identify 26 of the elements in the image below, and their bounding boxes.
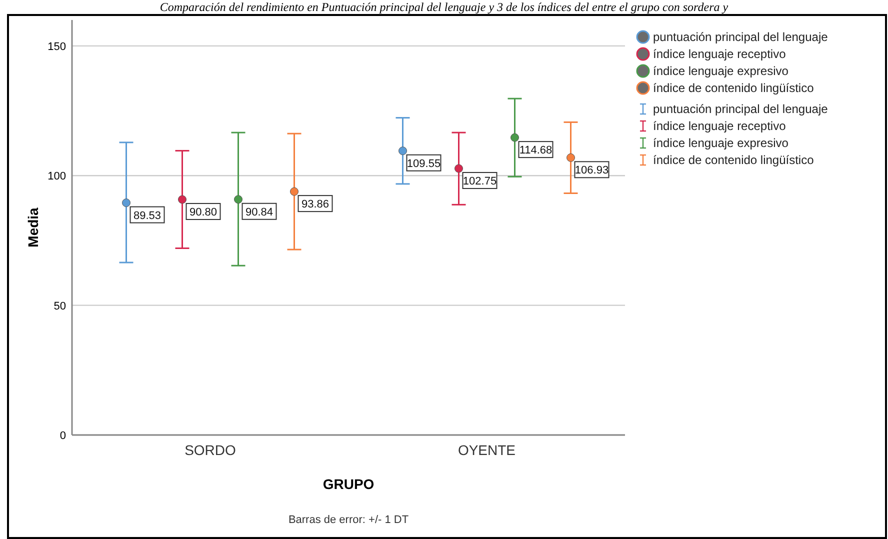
data-label: 93.86 [301,198,330,211]
legend-label: índice lenguaje receptivo [653,119,786,133]
y-tick-label: 0 [60,430,66,442]
legend-label: índice lenguaje expresivo [653,136,789,150]
x-axis-title: GRUPO [322,476,374,492]
text: índice lenguaje expresivo [653,64,788,78]
data-label: 109.55 [406,158,441,170]
y-tick-label: 150 [48,40,66,53]
data-label: 90.80 [189,206,218,218]
data-label: 102.75 [462,175,497,188]
data-label: 90.84 [245,206,274,218]
y-axis-title: Media [25,207,41,248]
text: índice lenguaje receptivo [653,47,786,61]
text: Barras de error: +/- 1 DT [288,514,409,526]
data-label: 114.68 [519,144,552,157]
data-label: 106.93 [574,164,609,177]
data-label: 89.53 [133,210,162,222]
x-tick-label: OYENTE [458,442,516,458]
y-tick-label: 100 [48,170,66,183]
text: índice de contenido lingüístico [653,81,814,95]
x-tick-label: SORDO [184,442,236,458]
legend-label: puntuación principal del lenguaje [653,102,828,116]
chart-title: Comparación del rendimiento en Puntuación principal del lenguaje y 3 de los índices del entre el grupo con sordera y [160,0,729,14]
legend-label: índice de contenido lingüístico [653,153,814,167]
text: puntuación principal del lenguaje [653,30,828,44]
y-tick-label: 50 [54,300,66,312]
